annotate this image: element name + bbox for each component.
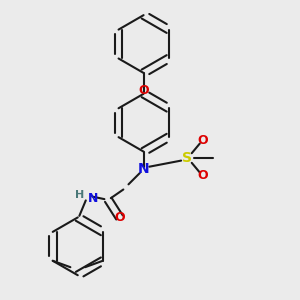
Text: H: H — [75, 190, 84, 200]
Text: O: O — [114, 211, 125, 224]
Text: O: O — [198, 169, 208, 182]
Text: N: N — [138, 162, 149, 176]
Text: N: N — [88, 192, 98, 205]
Text: O: O — [138, 84, 149, 97]
Text: O: O — [198, 134, 208, 147]
Text: S: S — [182, 151, 192, 165]
